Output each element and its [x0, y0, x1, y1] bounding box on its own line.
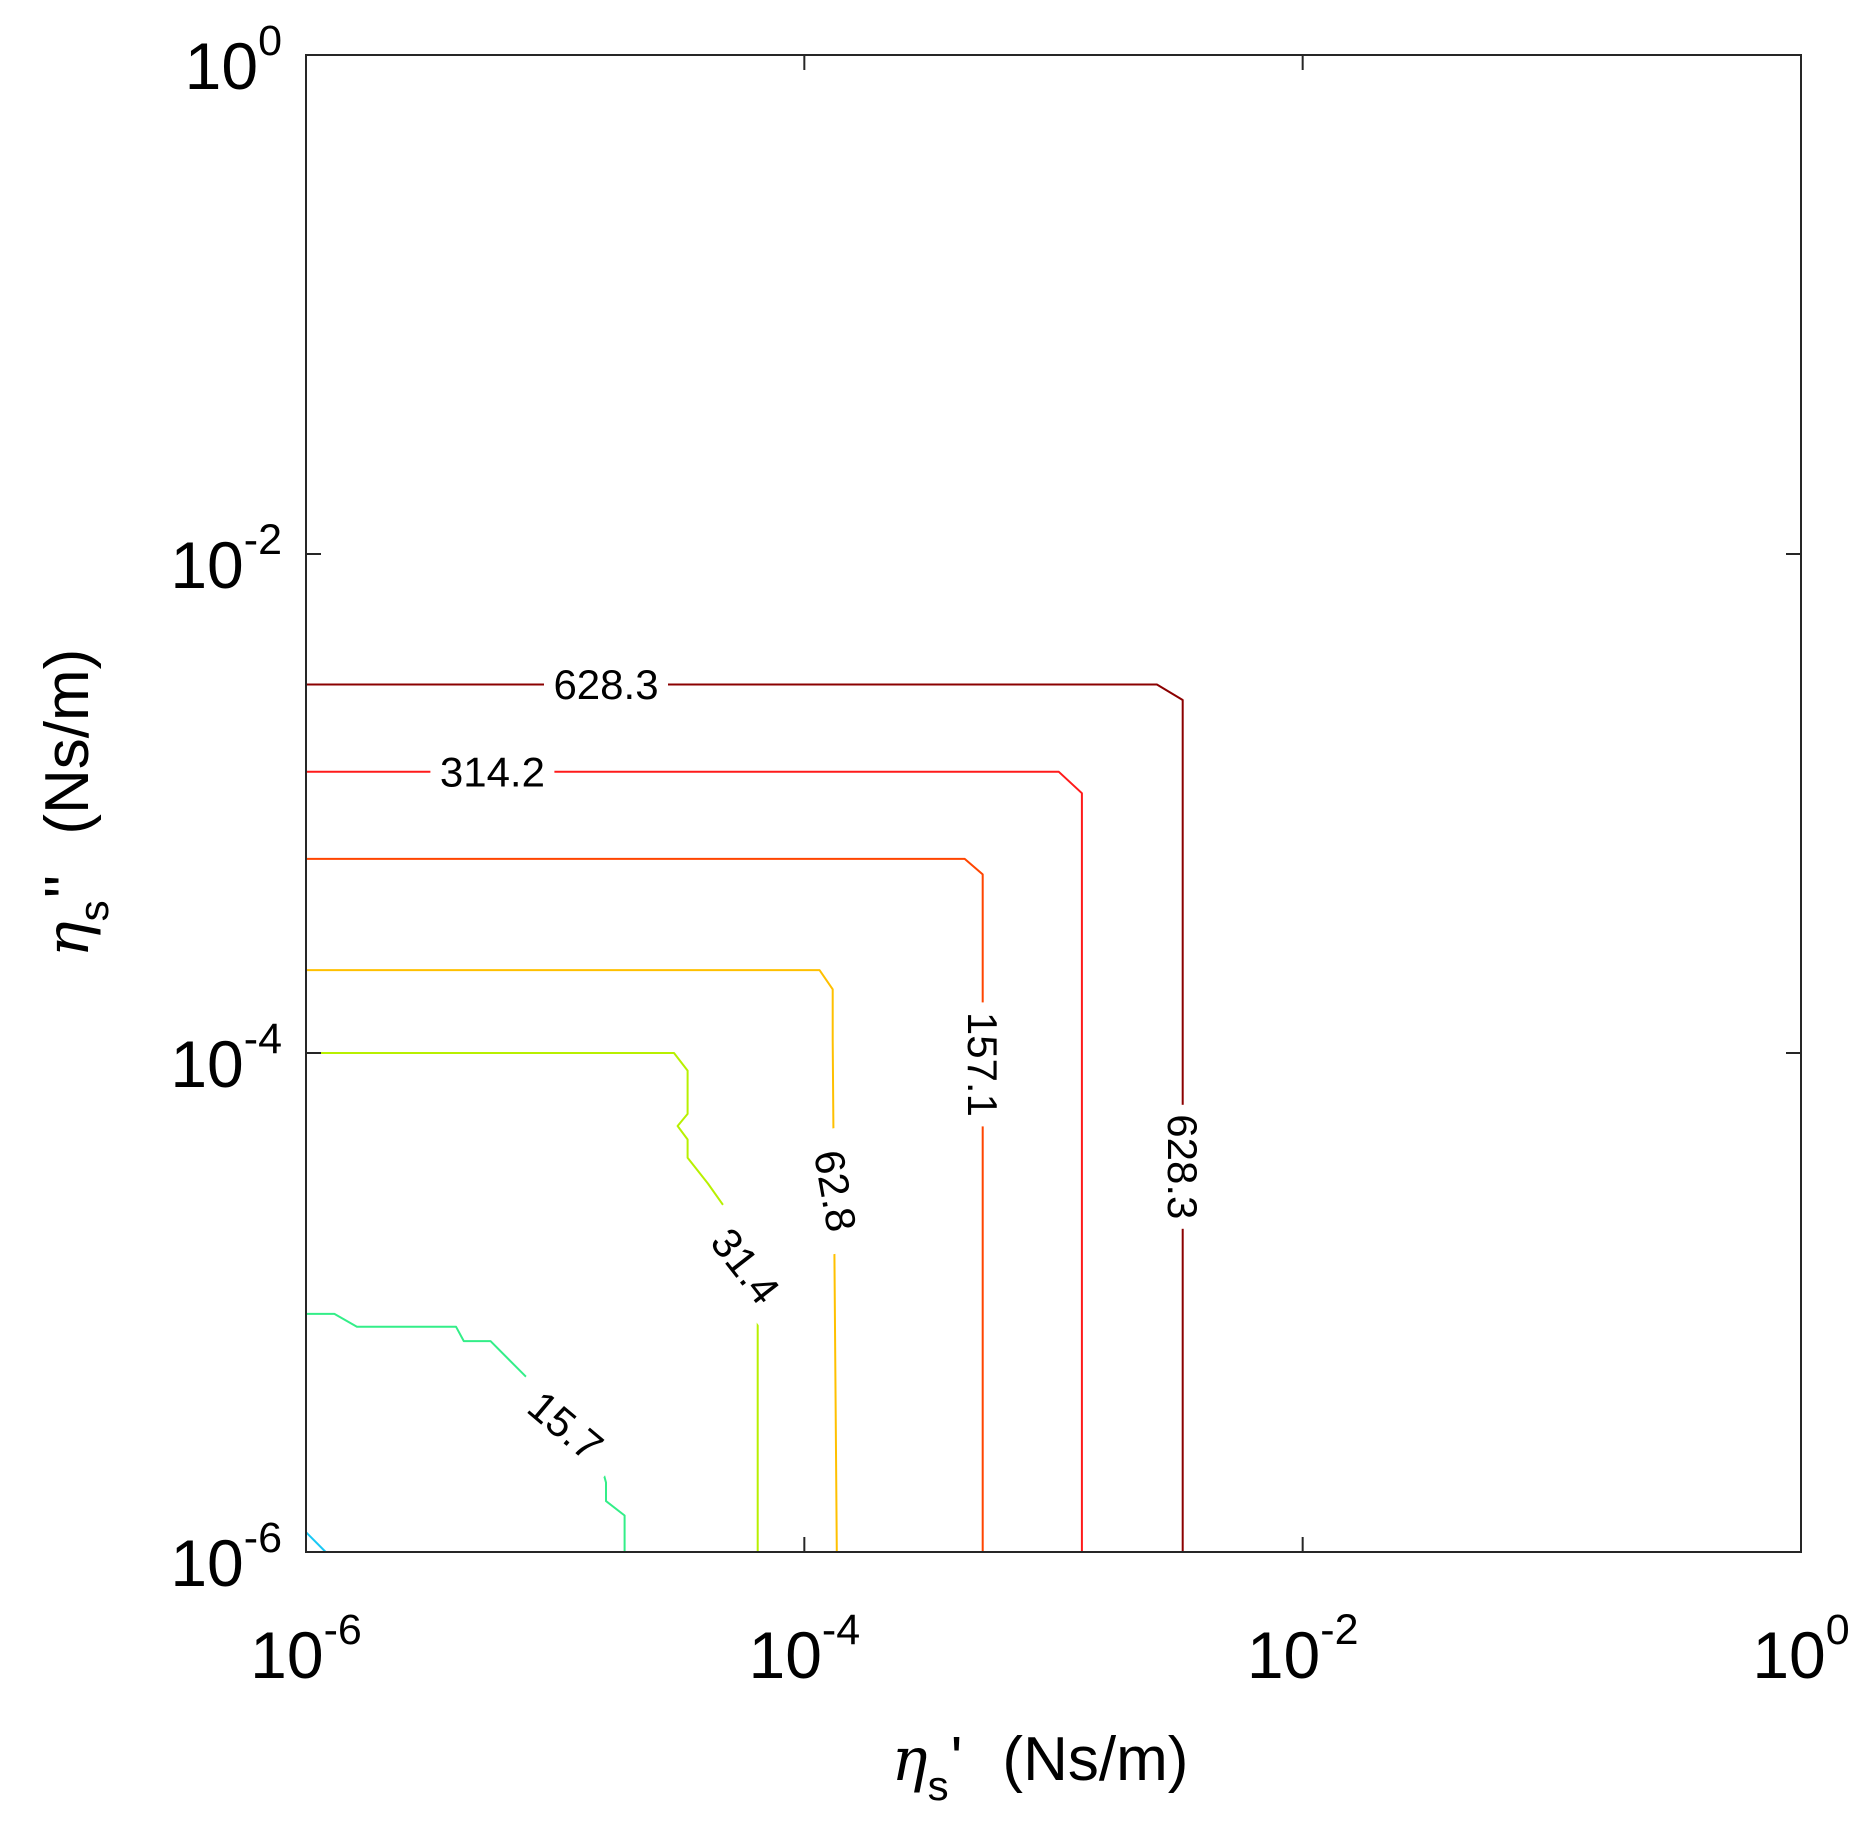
contour-label: 157.1 — [959, 1012, 1006, 1117]
x-tick-exponent: -6 — [324, 1606, 362, 1654]
x-tick-label: 100 — [1752, 1606, 1849, 1692]
x-axis-subscript: s — [928, 1762, 949, 1809]
contour-label: 314.2 — [440, 748, 545, 795]
contour-label-group: 62.8 — [798, 1125, 872, 1257]
y-tick-base: 10 — [170, 1526, 243, 1600]
x-tick-base: 10 — [1247, 1618, 1320, 1692]
y-tick-label: 100 — [185, 17, 282, 103]
y-tick-base: 10 — [185, 29, 258, 103]
contour-line-lowest — [305, 1531, 327, 1553]
contour-line-157-1 — [306, 857, 984, 1552]
contour-label-group: 628.3 — [544, 658, 668, 711]
contour-label-background — [430, 745, 555, 798]
x-tick-exponent: -2 — [1320, 1606, 1358, 1654]
y-tick-base: 10 — [170, 528, 243, 602]
contour-line-314-2 — [306, 770, 1083, 1552]
contour-label: 628.3 — [553, 661, 658, 708]
y-axis-unit: (Ns/m) — [33, 649, 102, 835]
contour-label-group: 628.3 — [1156, 1104, 1209, 1229]
y-tick-label: 10-4 — [170, 1015, 282, 1101]
tick-marks — [305, 54, 1802, 1553]
x-tick-base: 10 — [250, 1618, 323, 1692]
contour-label: 628.3 — [1159, 1114, 1206, 1219]
y-tick-exponent: -2 — [244, 516, 282, 564]
y-axis-symbol: η — [33, 921, 103, 957]
contour-line-15-7 — [306, 1312, 626, 1552]
contour-label-background — [798, 1125, 872, 1257]
x-axis-prime: ' — [951, 1725, 963, 1794]
x-tick-label: 10-2 — [1247, 1606, 1359, 1692]
y-tick-label: 10-2 — [170, 516, 282, 602]
x-axis-unit: (Ns/m) — [1002, 1725, 1188, 1794]
x-tick-exponent: -4 — [822, 1606, 860, 1654]
contour-label-background — [501, 1366, 630, 1486]
x-tick-base: 10 — [749, 1618, 822, 1692]
y-axis-prime: '' — [33, 875, 102, 899]
y-tick-exponent: -4 — [244, 1015, 282, 1063]
y-tick-base: 10 — [170, 1027, 243, 1101]
contour-label-background — [686, 1201, 805, 1331]
contour-label-group: 314.2 — [430, 745, 555, 798]
y-tick-label: 10-6 — [170, 1514, 282, 1600]
plot-frame — [305, 54, 1802, 1553]
plot-area — [306, 55, 1801, 1552]
contour-label-background — [544, 658, 668, 711]
contour-label-background — [956, 1002, 1009, 1127]
contour-label-group: 157.1 — [956, 1002, 1009, 1127]
y-axis-title: ηs'' (Ns/m) — [33, 649, 117, 958]
x-tick-label: 10-4 — [749, 1606, 861, 1692]
contour-label-background — [1156, 1104, 1209, 1229]
x-tick-base: 10 — [1752, 1618, 1825, 1692]
x-tick-labels: 10-6 10-4 10-2 100 — [250, 1606, 1850, 1692]
y-axis-subscript: s — [70, 900, 117, 921]
x-axis-symbol: η — [892, 1725, 928, 1795]
x-axis-title: ηs' (Ns/m) — [892, 1725, 1189, 1809]
x-tick-exponent: 0 — [1826, 1606, 1850, 1654]
x-tick-label: 10-6 — [250, 1606, 362, 1692]
y-tick-exponent: -6 — [244, 1514, 282, 1562]
y-tick-exponent: 0 — [258, 17, 282, 65]
